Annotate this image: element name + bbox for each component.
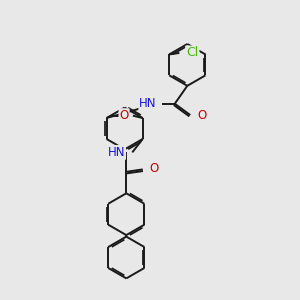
Text: O: O	[197, 109, 206, 122]
Text: HN: HN	[140, 97, 157, 110]
Text: Cl: Cl	[186, 46, 199, 59]
Text: O: O	[149, 162, 158, 175]
Text: O: O	[119, 109, 129, 122]
Text: HN: HN	[108, 146, 125, 159]
